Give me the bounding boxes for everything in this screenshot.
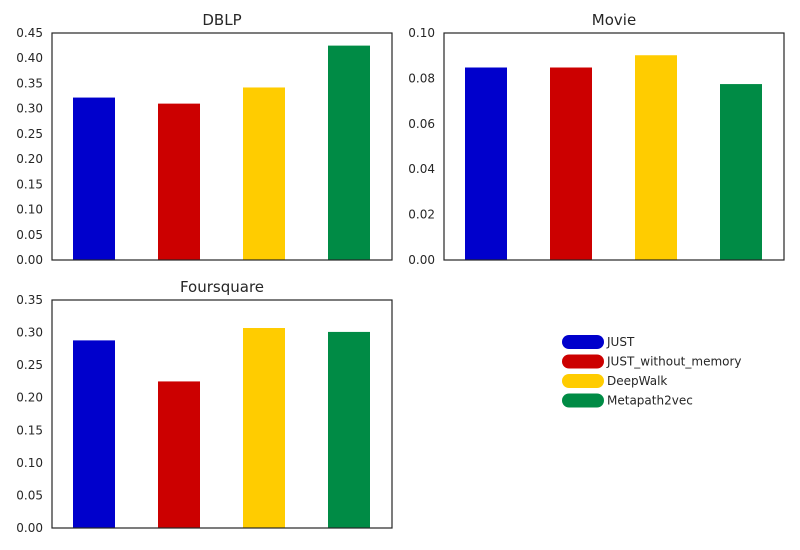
y-tick-label: 0.35: [16, 293, 43, 307]
bar-just-without-memory: [158, 381, 200, 528]
bar-metapath2vec: [720, 84, 762, 260]
chart-panel-foursquare: 0.00 0.05 0.10 0.15 0.20 0.25 0.30 0.35 Foursqua…: [16, 278, 393, 535]
legend-label: Metapath2vec: [607, 394, 693, 408]
axes-frame: [51, 299, 393, 529]
y-tick-label: 0.15: [16, 177, 43, 191]
legend-label: DeepWalk: [607, 374, 667, 388]
bar-just-without-memory: [158, 103, 200, 260]
y-tick-label: 0.05: [16, 228, 43, 242]
y-tick-label: 0.20: [16, 391, 43, 405]
chart-panel-dblp: 0.00 0.05 0.10 0.15 0.20 0.25 0.30 0.35 0.40 0.45…: [16, 11, 393, 267]
legend-swatch: [562, 374, 604, 388]
y-tick-label: 0.00: [408, 253, 435, 267]
y-tick-label: 0.10: [16, 203, 43, 217]
bar-metapath2vec: [328, 331, 370, 528]
bar-just: [465, 67, 507, 260]
y-tick-label: 0.04: [408, 162, 435, 176]
y-tick-label: 0.10: [408, 26, 435, 40]
chart-title: Foursquare: [180, 278, 264, 296]
y-tick-label: 0.02: [408, 208, 435, 222]
bar-metapath2vec: [328, 45, 370, 260]
bar-deepwalk: [635, 55, 677, 260]
bar-just: [73, 97, 115, 261]
legend-swatch: [562, 335, 604, 349]
y-tick-label: 0.25: [16, 127, 43, 141]
legend-label: JUST: [606, 335, 635, 349]
legend: JUST JUST_without_memory DeepWalk Metapath2…: [562, 335, 742, 408]
y-tick-label: 0.00: [16, 521, 43, 535]
axes-frame: [443, 32, 785, 261]
y-tick-label: 0.30: [16, 102, 43, 116]
chart-panel-movie: 0.00 0.02 0.04 0.06 0.08 0.10 Movie: [408, 11, 785, 267]
y-tick-label: 0.35: [16, 76, 43, 90]
y-tick-label: 0.05: [16, 488, 43, 502]
y-tick-label: 0.00: [16, 253, 43, 267]
bar-just: [73, 340, 115, 528]
chart-title: Movie: [592, 11, 636, 29]
legend-swatch: [562, 354, 604, 369]
y-tick-label: 0.40: [16, 51, 43, 65]
y-tick-label: 0.08: [408, 71, 435, 85]
bar-deepwalk: [243, 328, 285, 528]
y-tick-label: 0.10: [16, 456, 43, 470]
y-tick-label: 0.30: [16, 326, 43, 340]
legend-swatch: [562, 393, 604, 408]
legend-label: JUST_without_memory: [606, 355, 742, 369]
y-tick-label: 0.06: [408, 117, 435, 131]
chart-title: DBLP: [202, 11, 241, 29]
axes-frame: [51, 32, 393, 261]
y-tick-label: 0.45: [16, 26, 43, 40]
y-tick-label: 0.15: [16, 423, 43, 437]
bar-deepwalk: [243, 87, 285, 260]
bar-just-without-memory: [550, 67, 592, 260]
y-tick-label: 0.20: [16, 152, 43, 166]
y-tick-label: 0.25: [16, 358, 43, 372]
